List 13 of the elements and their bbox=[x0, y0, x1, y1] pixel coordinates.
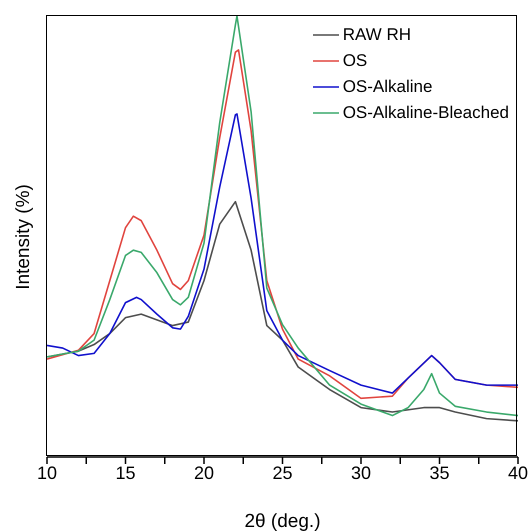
x-tick-label: 40 bbox=[508, 462, 528, 483]
x-tick-label: 25 bbox=[272, 462, 293, 483]
legend-label: OS-Alkaline-Bleached bbox=[342, 103, 509, 123]
x-tick-label: 20 bbox=[194, 462, 214, 483]
legend-label: RAW RH bbox=[342, 25, 411, 45]
x-tick-label: 15 bbox=[115, 462, 136, 483]
y-axis-title: Intensity (%) bbox=[13, 184, 35, 290]
legend-label: OS bbox=[342, 51, 368, 71]
x-axis-title: 2θ (deg.) bbox=[244, 511, 321, 531]
x-tick-label: 30 bbox=[350, 462, 372, 483]
x-tick-label: 35 bbox=[429, 462, 450, 483]
x-tick-label: 10 bbox=[36, 462, 58, 483]
legend-label: OS-Alkaline bbox=[342, 77, 432, 97]
